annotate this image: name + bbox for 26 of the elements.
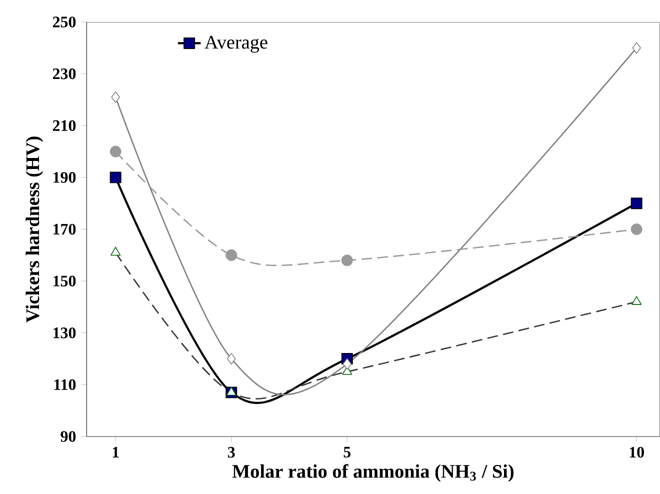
y-axis-title: Vickers hardness (HV) bbox=[26, 136, 44, 323]
point bbox=[111, 91, 120, 103]
y-tick-label: 210 bbox=[52, 120, 76, 132]
point bbox=[630, 198, 642, 210]
y-tick-label: 170 bbox=[54, 224, 76, 235]
point bbox=[110, 146, 122, 158]
point bbox=[632, 42, 641, 54]
y-tick-label: 90 bbox=[60, 431, 76, 442]
point bbox=[341, 254, 353, 266]
point bbox=[226, 250, 238, 261]
x-tick-label: 5 bbox=[344, 446, 351, 458]
y-tick-label: 230 bbox=[52, 68, 76, 80]
point bbox=[342, 358, 352, 370]
y-tick-label: 190 bbox=[54, 172, 76, 183]
point bbox=[630, 224, 642, 236]
x-axis-title: Molar ratio of ammonia (NH$_{3}$ / Si) bbox=[232, 464, 514, 482]
x-tick-label: 3 bbox=[228, 446, 235, 458]
x-tick-label: 1 bbox=[112, 446, 119, 458]
y-tick-label: 250 bbox=[52, 16, 76, 28]
point bbox=[110, 172, 122, 184]
y-tick-label: 110 bbox=[54, 379, 76, 390]
y-tick-label: 130 bbox=[54, 328, 76, 338]
y-tick-label: 150 bbox=[54, 276, 76, 287]
point bbox=[226, 353, 236, 365]
x-tick-label: 10 bbox=[630, 446, 644, 458]
legend-label: Average bbox=[204, 36, 268, 53]
